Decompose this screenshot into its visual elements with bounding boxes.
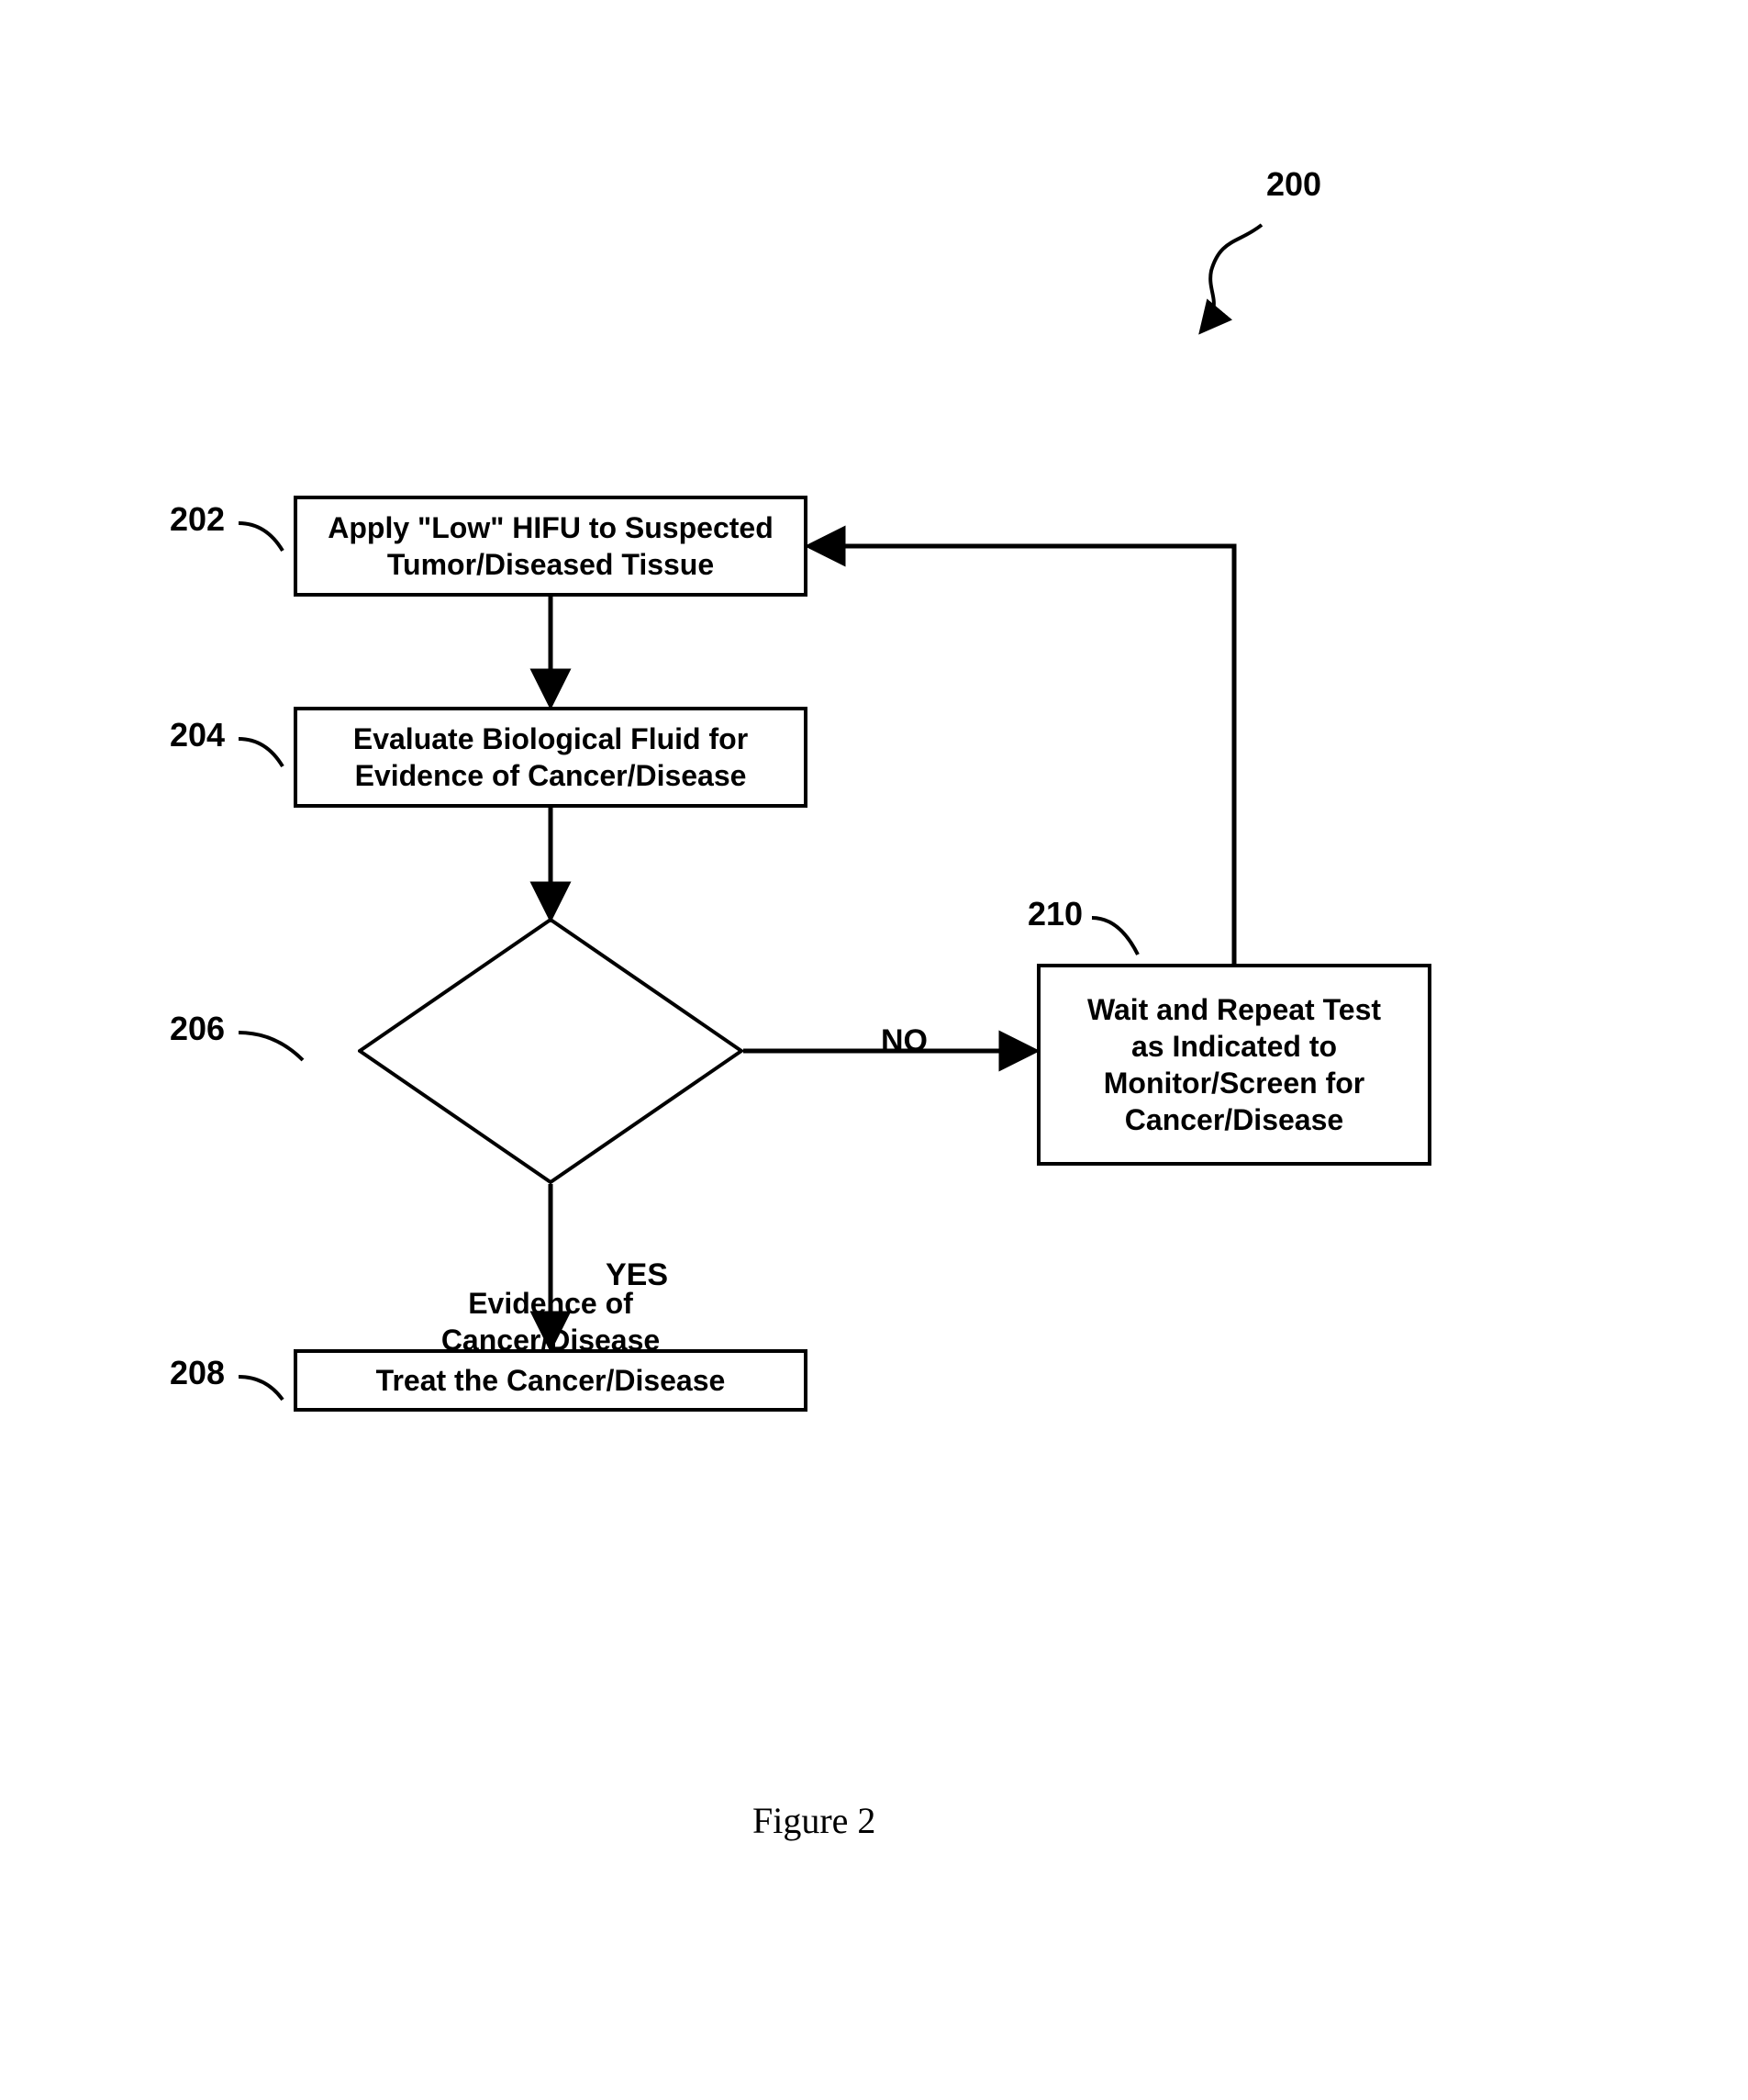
leader-200 xyxy=(1202,225,1262,330)
step-apply-low-hifu: Apply "Low" HIFU to SuspectedTumor/Disea… xyxy=(294,496,807,597)
edge-210-202 xyxy=(811,546,1234,964)
edge-label-no: NO xyxy=(881,1023,928,1059)
step-wait-repeat: Wait and Repeat Testas Indicated toMonit… xyxy=(1037,964,1431,1166)
leader-206 xyxy=(239,1033,303,1060)
arrows-overlay xyxy=(0,0,1748,2100)
leader-204 xyxy=(239,739,283,766)
edge-label-yes: YES xyxy=(606,1257,668,1293)
step-evaluate-fluid: Evaluate Biological Fluid forEvidence of… xyxy=(294,707,807,808)
ref-200: 200 xyxy=(1266,165,1321,204)
step-treat-text: Treat the Cancer/Disease xyxy=(376,1362,726,1399)
step-treat: Treat the Cancer/Disease xyxy=(294,1349,807,1412)
flowchart-canvas: 200 202 Apply "Low" HIFU to SuspectedTum… xyxy=(0,0,1748,2100)
ref-202: 202 xyxy=(170,500,225,539)
step-wait-repeat-text: Wait and Repeat Testas Indicated toMonit… xyxy=(1087,991,1381,1138)
ref-206: 206 xyxy=(170,1010,225,1048)
ref-204: 204 xyxy=(170,716,225,754)
leader-208 xyxy=(239,1377,283,1400)
step-apply-low-hifu-text: Apply "Low" HIFU to SuspectedTumor/Disea… xyxy=(328,509,773,583)
step-evaluate-fluid-text: Evaluate Biological Fluid forEvidence of… xyxy=(353,720,748,794)
decision-evidence: Evidence ofCancer/Disease xyxy=(358,918,743,1184)
diamond-shape xyxy=(358,918,743,1184)
ref-210: 210 xyxy=(1028,895,1083,933)
leader-210 xyxy=(1092,918,1138,955)
figure-caption: Figure 2 xyxy=(752,1799,875,1842)
decision-evidence-text: Evidence ofCancer/Disease xyxy=(441,1285,660,1358)
leader-202 xyxy=(239,523,283,551)
ref-208: 208 xyxy=(170,1354,225,1392)
